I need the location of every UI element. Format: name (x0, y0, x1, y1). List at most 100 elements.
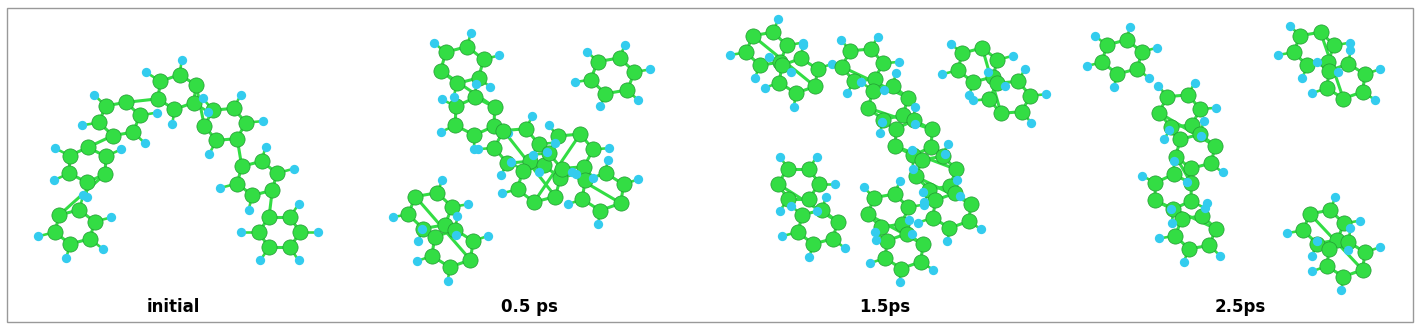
Point (523, 199, 546, 205)
Point (442, 94, 465, 99)
Point (237, 207, 260, 213)
Point (444, 123, 466, 128)
Point (135, 70, 158, 75)
Point (920, 127, 943, 132)
Point (1305, 241, 1328, 246)
Point (1106, 71, 1129, 77)
Point (1337, 247, 1359, 253)
Point (71, 123, 94, 128)
Point (404, 194, 427, 199)
Point (859, 261, 882, 266)
Point (88, 120, 111, 125)
Point (94, 103, 117, 109)
Point (904, 174, 927, 179)
Point (960, 201, 983, 207)
Point (1368, 66, 1391, 72)
Point (1007, 79, 1030, 84)
Point (257, 215, 280, 220)
Point (445, 104, 468, 109)
Point (884, 126, 907, 131)
Point (161, 121, 183, 127)
Point (890, 266, 913, 271)
Point (235, 120, 257, 125)
Point (468, 75, 491, 81)
Point (488, 53, 510, 58)
Point (1327, 69, 1349, 75)
Point (479, 84, 502, 89)
Point (1278, 23, 1301, 28)
Point (754, 85, 776, 90)
Point (594, 170, 617, 176)
Point (431, 177, 454, 183)
Point (897, 205, 920, 210)
Point (596, 157, 619, 162)
Point (594, 91, 617, 96)
Point (472, 57, 495, 62)
Point (209, 185, 232, 190)
Point (506, 187, 529, 192)
Point (1102, 85, 1125, 90)
Point (582, 175, 604, 180)
Point (1301, 269, 1324, 274)
Point (805, 154, 828, 160)
Point (556, 202, 579, 207)
Point (565, 171, 587, 177)
Point (936, 141, 958, 146)
Point (1204, 105, 1227, 111)
Point (546, 133, 569, 139)
Point (939, 184, 961, 189)
Point (993, 84, 1015, 89)
Point (532, 163, 555, 168)
Point (489, 173, 512, 178)
Point (1324, 195, 1347, 200)
Point (720, 52, 742, 58)
Point (1153, 137, 1176, 142)
Point (1315, 264, 1338, 269)
Point (1143, 198, 1166, 203)
Point (411, 226, 434, 231)
Point (1318, 68, 1341, 73)
Point (68, 207, 91, 213)
Text: 0.5 ps: 0.5 ps (501, 298, 557, 316)
Point (536, 149, 559, 155)
Point (464, 133, 486, 138)
Point (985, 81, 1008, 86)
Text: 1.5ps: 1.5ps (859, 298, 910, 316)
Point (573, 178, 596, 183)
Point (775, 43, 798, 48)
Point (798, 196, 820, 202)
Point (785, 90, 808, 96)
Point (924, 197, 947, 203)
Point (82, 219, 105, 224)
Point (427, 190, 449, 195)
Point (896, 95, 919, 100)
Point (538, 122, 560, 128)
Point (1340, 226, 1362, 231)
Point (1084, 33, 1106, 38)
Point (441, 204, 464, 210)
Text: initial: initial (146, 298, 201, 316)
Point (947, 67, 970, 73)
Point (1283, 50, 1305, 55)
Point (863, 230, 886, 235)
Point (913, 202, 936, 207)
Point (483, 145, 506, 150)
Point (1159, 124, 1182, 130)
Point (971, 45, 994, 51)
Point (1354, 72, 1376, 77)
Point (582, 147, 604, 152)
Point (1163, 233, 1186, 239)
Point (1180, 181, 1203, 186)
Point (627, 177, 650, 182)
Point (870, 119, 893, 124)
Point (805, 208, 828, 213)
Point (1315, 86, 1338, 91)
Point (1291, 76, 1314, 81)
Point (1322, 43, 1345, 48)
Point (491, 190, 513, 196)
Point (1199, 161, 1221, 166)
Point (528, 141, 550, 147)
Point (946, 167, 968, 172)
Point (1001, 53, 1024, 59)
Point (802, 241, 825, 247)
